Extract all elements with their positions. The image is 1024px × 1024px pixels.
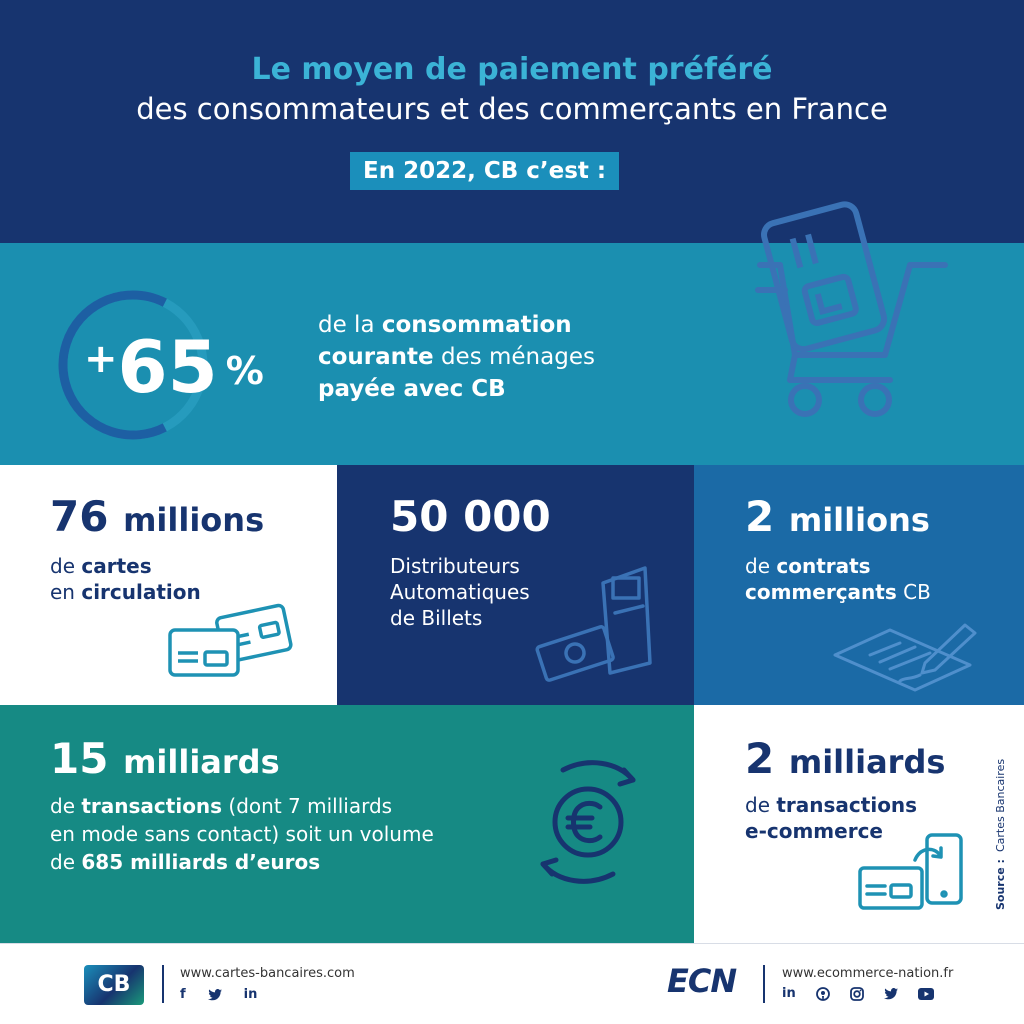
- stat-ecommerce-value: 2 milliards: [745, 734, 945, 783]
- cb-social-links: f in: [180, 987, 257, 1002]
- stat-contrats-number: 2: [745, 492, 775, 541]
- stat-dab-description: Distributeurs Automatiques de Billets: [390, 553, 530, 631]
- euro-exchange-icon: [540, 760, 636, 884]
- stat-transactions-unit: milliards: [123, 743, 280, 781]
- stat-contrats-unit: millions: [788, 501, 930, 539]
- footer-divider: [0, 943, 1024, 944]
- text-bold: e-commerce: [745, 819, 883, 843]
- youtube-icon[interactable]: [917, 987, 934, 1000]
- stat-contrats-description: de contrats commerçants CB: [745, 553, 931, 605]
- cb-website-link[interactable]: www.cartes-bancaires.com: [180, 966, 355, 981]
- stat-dab-value: 50 000: [390, 492, 551, 541]
- stat-transactions-description: de transactions (dont 7 milliards en mod…: [50, 792, 434, 876]
- text-bold: transactions: [81, 794, 223, 818]
- linkedin-icon[interactable]: in: [243, 987, 258, 1002]
- stat-cartes-value: 76 millions: [50, 492, 264, 541]
- text-fragment: de: [745, 554, 777, 578]
- text-line: Distributeurs: [390, 554, 520, 578]
- text-fragment: CB: [896, 580, 931, 604]
- stat-cartes-number: 76: [50, 492, 109, 541]
- source-value: Cartes Bancaires: [994, 758, 1007, 853]
- stat-cartes-unit: millions: [123, 501, 265, 539]
- text-fragment: de: [745, 793, 777, 817]
- source-label: Source :: [994, 859, 1007, 910]
- footer-separator: [763, 965, 765, 1003]
- stat-65-percent: %: [225, 349, 264, 393]
- year-badge: En 2022, CB c’est :: [350, 152, 620, 190]
- atm-icon: [535, 566, 652, 682]
- shopping-cart-card-icon: [755, 201, 948, 417]
- ecn-logo[interactable]: ECN: [667, 962, 737, 1000]
- stat-65-number: 65: [117, 325, 218, 409]
- text-bold: commerçants: [745, 580, 897, 604]
- stat-ecommerce-unit: milliards: [788, 743, 946, 781]
- source-note: Source : Cartes Bancaires: [994, 758, 1008, 910]
- stat-ecommerce-description: de transactions e-commerce: [745, 792, 917, 844]
- twitter-icon[interactable]: [883, 987, 898, 1000]
- stat-cartes-description: de cartes en circulation: [50, 553, 201, 605]
- progress-ring-arc: [58, 290, 208, 440]
- bank-cards-icon: [168, 603, 293, 677]
- card-transactions: [0, 705, 694, 943]
- text-fragment: (dont 7 milliards: [222, 794, 393, 818]
- stat-transactions-number: 15: [50, 734, 109, 783]
- text-bold: payée avec CB: [318, 376, 506, 402]
- instagram-icon[interactable]: [849, 986, 864, 1001]
- ecn-social-links: in: [782, 986, 934, 1001]
- header-section: [0, 0, 1024, 243]
- page-title: Le moyen de paiement préféré: [251, 52, 773, 87]
- text-fragment: de: [50, 794, 82, 818]
- page-subtitle: des consommateurs et des commerçants en …: [136, 92, 888, 126]
- ecn-website-link[interactable]: www.ecommerce-nation.fr: [782, 966, 954, 981]
- linkedin-icon[interactable]: in: [782, 986, 796, 1001]
- text-fragment: de la: [318, 312, 382, 338]
- text-line: Automatiques: [390, 580, 530, 604]
- text-fragment: en: [50, 580, 82, 604]
- facebook-icon[interactable]: f: [180, 987, 186, 1002]
- text-fragment: des ménages: [433, 344, 595, 370]
- progress-ring: [58, 290, 208, 440]
- text-bold: circulation: [81, 580, 201, 604]
- stat-65-plus: +: [84, 336, 118, 382]
- card-dab: [337, 465, 694, 705]
- text-bold: transactions: [776, 793, 918, 817]
- stat-65-description: de la consommation courante des ménages …: [318, 309, 678, 405]
- contract-pen-icon: [833, 623, 977, 692]
- text-bold: courante: [318, 344, 434, 370]
- podcast-icon[interactable]: [815, 986, 830, 1001]
- phone-card-icon: [858, 833, 963, 910]
- stat-ecommerce-number: 2: [745, 734, 775, 783]
- text-bold: contrats: [776, 554, 871, 578]
- text-bold: 685 milliards d’euros: [81, 850, 321, 874]
- text-fragment: de: [50, 554, 82, 578]
- stat-65-value: +65%: [84, 325, 264, 409]
- stat-contrats-value: 2 millions: [745, 492, 930, 541]
- cb-logo[interactable]: CB: [84, 965, 144, 1005]
- text-bold: cartes: [81, 554, 152, 578]
- stat-transactions-value: 15 milliards: [50, 734, 280, 783]
- twitter-icon[interactable]: [207, 988, 222, 1001]
- text-bold: consommation: [381, 312, 572, 338]
- footer-separator: [162, 965, 164, 1003]
- text-fragment: de: [50, 850, 82, 874]
- text-line: de Billets: [390, 606, 483, 630]
- text-line: en mode sans contact) soit un volume: [50, 822, 434, 846]
